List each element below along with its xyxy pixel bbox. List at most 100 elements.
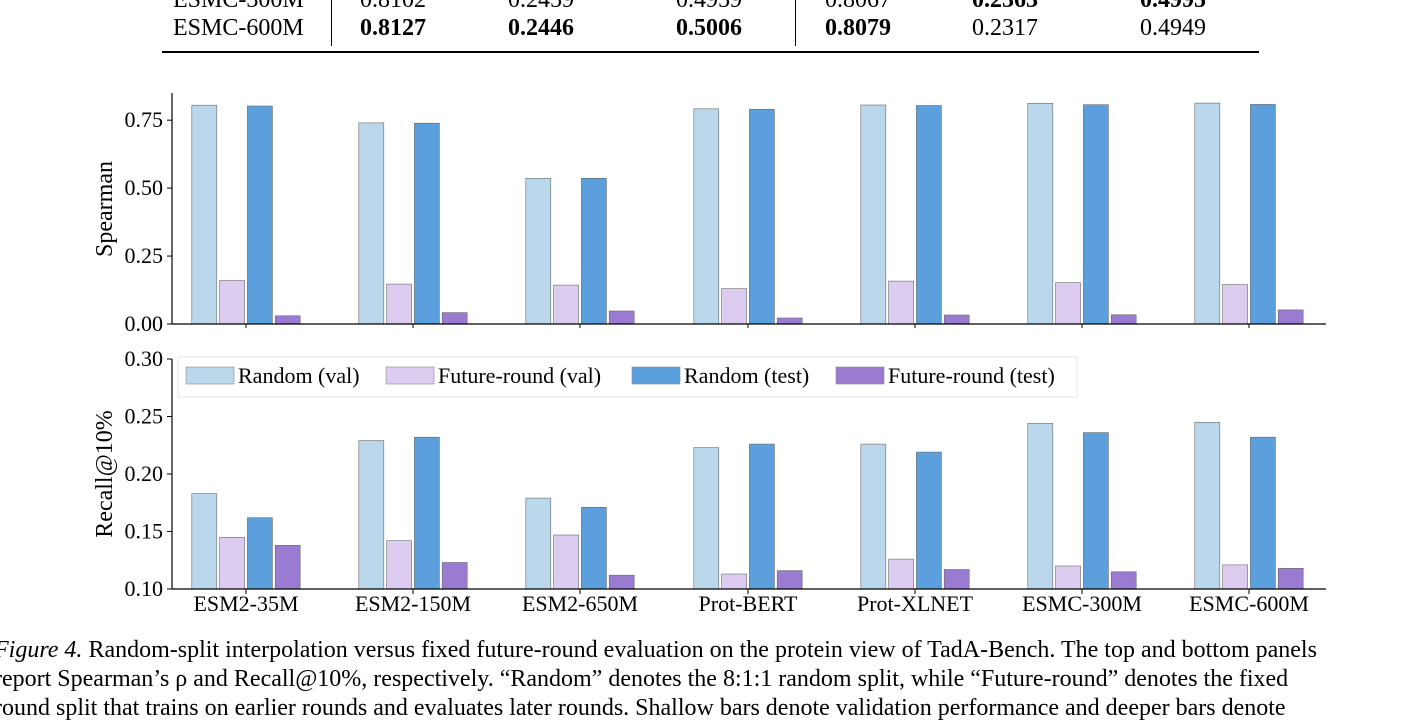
table-cell: 0.5006	[676, 15, 742, 41]
legend-swatch	[385, 366, 435, 385]
bar	[191, 104, 218, 325]
table-row-model: ESMC-600M	[173, 15, 304, 41]
bar	[1194, 102, 1221, 325]
bar	[1110, 571, 1137, 590]
bar	[1194, 421, 1221, 590]
bar	[1250, 436, 1276, 590]
bar	[1055, 565, 1081, 590]
y-tick-label: 0.25	[125, 404, 164, 429]
table-cell: 0.8102	[360, 0, 426, 13]
bar	[358, 122, 385, 325]
table-cell: 0.2317	[972, 15, 1038, 41]
bar	[358, 440, 385, 590]
bar	[916, 105, 942, 325]
figure-caption: Figure 4. Random-split interpolation ver…	[0, 636, 1420, 723]
bar	[219, 280, 245, 325]
bar	[888, 558, 914, 590]
bar	[749, 443, 775, 590]
legend-label: Future-round (val)	[438, 363, 601, 388]
x-tick-label: ESMC-600M	[1189, 591, 1309, 616]
bar	[553, 284, 579, 325]
bar	[1277, 309, 1304, 325]
x-tick-label: ESM2-650M	[522, 591, 638, 616]
table-cell: 0.4949	[1140, 15, 1206, 41]
table-cell: 0.2363	[972, 0, 1038, 13]
bar	[776, 317, 803, 325]
legend-swatch	[185, 366, 235, 385]
bar	[721, 288, 747, 325]
bar	[888, 280, 914, 325]
bar	[749, 109, 775, 325]
table-cell: 0.8079	[825, 15, 891, 41]
bar	[1027, 103, 1054, 325]
spearman-panel: 0.00 0.25 0.50 0.75 Spearman	[92, 93, 1326, 336]
table-cell: 0.8067	[825, 0, 891, 13]
x-tick-label: ESM2-35M	[193, 591, 298, 616]
legend-swatch	[835, 366, 885, 385]
bar	[916, 451, 942, 590]
legend-box	[177, 356, 1078, 398]
x-tick-label: Prot-BERT	[699, 591, 798, 616]
bar	[219, 536, 245, 590]
bar	[441, 562, 468, 590]
recall-panel: 0.10 0.15 0.20 0.25 0.30 Recall@10% ESM2-35M ES…	[92, 346, 1326, 616]
table-divider-middle	[795, 0, 796, 46]
y-tick-label: 0.15	[125, 519, 164, 544]
bar	[1027, 423, 1054, 590]
x-tick-label: ESM2-150M	[355, 591, 471, 616]
bar	[608, 310, 635, 325]
bar	[1083, 432, 1109, 590]
bar	[1222, 564, 1248, 590]
bar	[1055, 282, 1081, 325]
bar	[441, 312, 468, 325]
bar	[943, 569, 970, 590]
bar	[1222, 284, 1248, 325]
bar	[274, 544, 301, 590]
bar	[1110, 314, 1137, 325]
bar	[1277, 567, 1304, 590]
legend-label: Random (val)	[238, 363, 360, 388]
x-tick-label: Prot-XLNET	[857, 591, 974, 616]
legend-label: Random (test)	[684, 363, 809, 388]
bar	[693, 108, 720, 325]
y-tick-label: 0.50	[125, 175, 164, 200]
table-divider-left	[331, 0, 332, 46]
table-cell: 0.8127	[360, 15, 426, 41]
y-tick-label: 0.00	[125, 311, 164, 336]
bar	[721, 573, 747, 590]
bar	[553, 534, 579, 590]
table-row-model: ESMC-300M	[173, 0, 304, 13]
bar	[860, 104, 887, 325]
legend-swatch	[631, 366, 681, 385]
bar	[693, 447, 720, 590]
bar	[191, 493, 218, 590]
bar	[247, 517, 273, 590]
y-tick-label: 0.75	[125, 107, 164, 132]
bar	[581, 178, 607, 325]
bar	[274, 315, 301, 325]
y-axis-label: Recall@10%	[92, 410, 118, 537]
bar	[247, 105, 273, 325]
table-cell: 0.4959	[676, 0, 742, 13]
y-tick-label: 0.25	[125, 243, 164, 268]
bar	[581, 506, 607, 590]
bar	[414, 122, 440, 325]
bar	[608, 574, 635, 590]
caption-line-1: Random-split interpolation versus fixed …	[88, 637, 1317, 663]
bar	[943, 314, 970, 325]
table-cell: 0.2446	[508, 15, 574, 41]
caption-line-3: round split that trains on earlier round…	[0, 695, 1286, 721]
bar	[776, 570, 803, 590]
bar	[860, 443, 887, 590]
bar	[386, 283, 412, 325]
table-bottom-rule	[162, 51, 1259, 53]
caption-label: Figure 4.	[0, 637, 83, 663]
bar	[525, 178, 552, 325]
y-axis-label: Spearman	[92, 161, 118, 257]
y-tick-label: 0.20	[125, 461, 164, 486]
y-tick-label: 0.10	[125, 576, 164, 601]
table-cell: 0.4995	[1140, 0, 1206, 13]
results-table: ESMC-300M 0.8102 0.2459 0.4959 0.8067 0.…	[0, 0, 1420, 60]
bar	[1250, 104, 1276, 325]
